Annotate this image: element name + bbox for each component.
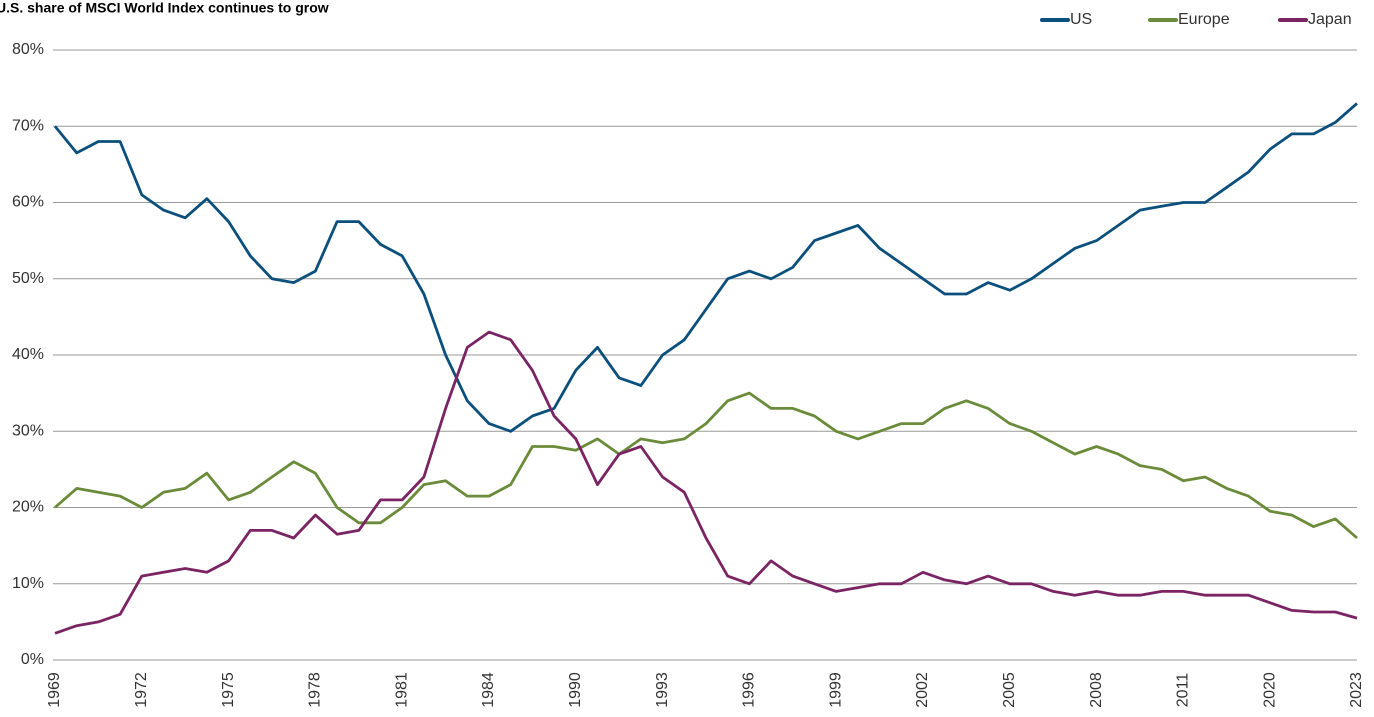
x-tick-label: 1972 [133,672,150,708]
x-tick-label: 2011 [1175,673,1192,708]
x-tick-label: 1984 [480,672,497,708]
y-tick-label: 40% [12,346,44,363]
y-tick-label: 80% [12,41,44,58]
x-tick-label: 1969 [46,672,63,708]
y-tick-label: 70% [12,117,44,134]
x-tick-label: 1990 [567,672,584,708]
chart-title: U.S. share of MSCI World Index continues… [0,0,329,16]
y-tick-label: 0% [21,651,44,668]
y-tick-label: 50% [12,270,44,287]
legend-label: Europe [1178,11,1230,28]
legend-label: Japan [1308,11,1352,28]
y-tick-label: 20% [12,499,44,516]
x-tick-label: 2023 [1348,672,1365,708]
series-line [53,102,1358,433]
series-line [54,330,1358,635]
y-tick-label: 30% [12,422,44,439]
y-tick-label: 60% [12,194,44,211]
x-tick-label: 1981 [393,672,410,708]
x-tick-label: 1993 [654,672,671,708]
x-tick-label: 2002 [914,672,931,708]
y-tick-label: 10% [12,575,44,592]
x-tick-label: 1978 [307,672,324,708]
x-tick-label: 1996 [741,672,758,708]
legend-label: US [1070,11,1092,28]
series-line [54,391,1358,540]
x-tick-label: 2005 [1001,672,1018,708]
x-tick-label: 1999 [827,672,844,708]
x-tick-label: 2020 [1261,672,1278,708]
x-tick-label: 2008 [1088,672,1105,708]
x-tick-label: 1975 [220,672,237,708]
